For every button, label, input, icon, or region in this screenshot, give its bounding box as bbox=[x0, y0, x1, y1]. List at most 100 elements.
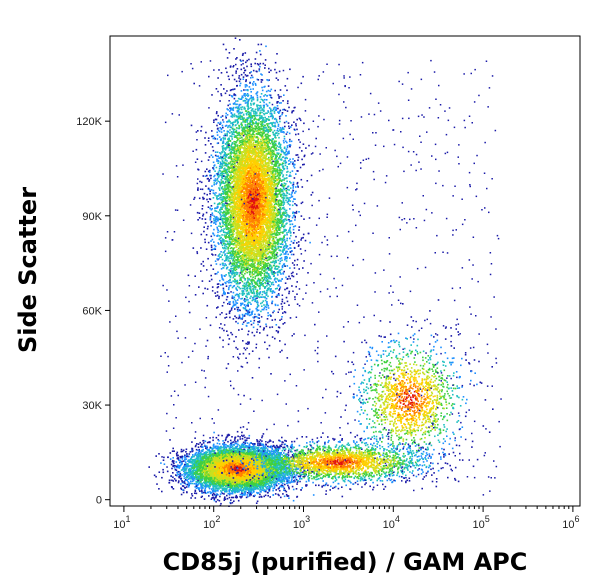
event-point bbox=[241, 111, 244, 114]
event-point bbox=[279, 258, 281, 260]
event-point bbox=[249, 97, 251, 100]
event-point bbox=[197, 168, 199, 171]
event-point bbox=[290, 220, 293, 222]
event-point bbox=[239, 309, 241, 312]
event-point bbox=[210, 278, 213, 281]
event-point bbox=[232, 300, 235, 303]
event-point bbox=[220, 226, 222, 229]
event-point bbox=[236, 176, 239, 178]
event-point bbox=[220, 284, 222, 286]
event-point bbox=[250, 222, 253, 225]
event-point bbox=[247, 302, 249, 305]
event-point bbox=[248, 287, 251, 289]
event-point bbox=[303, 260, 305, 262]
event-point bbox=[277, 169, 279, 171]
event-point bbox=[282, 150, 284, 153]
event-point bbox=[214, 260, 217, 262]
event-point bbox=[298, 268, 300, 270]
event-point bbox=[260, 264, 262, 266]
event-point bbox=[206, 168, 208, 170]
event-point bbox=[193, 82, 195, 85]
event-point bbox=[287, 122, 290, 124]
event-point bbox=[268, 356, 270, 359]
event-point bbox=[291, 163, 294, 165]
event-point bbox=[214, 292, 216, 294]
event-point bbox=[225, 367, 228, 370]
event-point bbox=[266, 232, 268, 235]
event-point bbox=[227, 250, 230, 252]
event-point bbox=[220, 131, 223, 133]
event-point bbox=[221, 244, 224, 247]
event-point bbox=[230, 107, 232, 109]
event-point bbox=[235, 124, 237, 126]
event-point bbox=[228, 257, 231, 260]
event-point bbox=[271, 226, 273, 228]
event-point bbox=[283, 182, 286, 185]
event-point bbox=[246, 111, 249, 114]
event-point bbox=[281, 300, 284, 303]
event-point bbox=[310, 174, 313, 177]
event-point bbox=[289, 223, 291, 226]
event-point bbox=[291, 170, 294, 172]
event-point bbox=[200, 233, 203, 236]
event-point bbox=[221, 115, 224, 117]
event-point bbox=[253, 81, 255, 83]
event-point bbox=[250, 320, 252, 322]
event-point bbox=[286, 110, 289, 112]
event-point bbox=[256, 156, 259, 158]
event-point bbox=[239, 98, 241, 100]
event-point bbox=[207, 206, 210, 208]
event-point bbox=[235, 268, 238, 271]
event-point bbox=[197, 187, 199, 189]
event-point bbox=[273, 153, 276, 156]
event-point bbox=[241, 117, 244, 119]
event-point bbox=[246, 105, 249, 107]
event-point bbox=[238, 292, 241, 295]
event-point bbox=[282, 175, 284, 178]
event-point bbox=[225, 298, 228, 301]
event-point bbox=[207, 225, 209, 228]
event-point bbox=[234, 164, 236, 167]
event-point bbox=[250, 65, 253, 68]
event-point bbox=[267, 79, 269, 82]
event-point bbox=[239, 317, 242, 320]
event-point bbox=[256, 170, 258, 173]
event-point bbox=[301, 186, 304, 188]
event-point bbox=[217, 283, 220, 285]
event-point bbox=[223, 130, 225, 132]
event-point bbox=[277, 279, 280, 282]
event-point bbox=[240, 304, 242, 307]
event-point bbox=[250, 95, 252, 97]
event-point bbox=[245, 208, 247, 210]
event-point bbox=[232, 280, 234, 282]
event-point bbox=[292, 158, 294, 160]
event-point bbox=[275, 242, 277, 244]
event-point bbox=[225, 124, 228, 127]
event-point bbox=[273, 310, 275, 312]
event-point bbox=[281, 316, 283, 318]
event-point bbox=[274, 233, 277, 236]
event-point bbox=[281, 305, 284, 308]
event-point bbox=[232, 260, 234, 262]
event-point bbox=[225, 67, 227, 70]
event-point bbox=[198, 217, 201, 219]
event-point bbox=[261, 139, 264, 141]
event-point bbox=[214, 170, 216, 172]
event-point bbox=[264, 265, 267, 268]
event-point bbox=[283, 153, 286, 155]
event-point bbox=[235, 129, 238, 132]
event-point bbox=[274, 122, 276, 124]
event-point bbox=[224, 143, 227, 145]
event-point bbox=[233, 238, 235, 240]
event-point bbox=[231, 181, 233, 183]
event-point bbox=[288, 216, 290, 218]
event-point bbox=[227, 143, 229, 145]
event-point bbox=[278, 102, 281, 104]
event-point bbox=[297, 241, 300, 243]
event-point bbox=[278, 97, 280, 99]
event-point bbox=[258, 119, 260, 122]
event-point bbox=[256, 154, 258, 157]
event-point bbox=[239, 39, 241, 41]
event-point bbox=[275, 71, 278, 74]
event-point bbox=[264, 59, 267, 61]
